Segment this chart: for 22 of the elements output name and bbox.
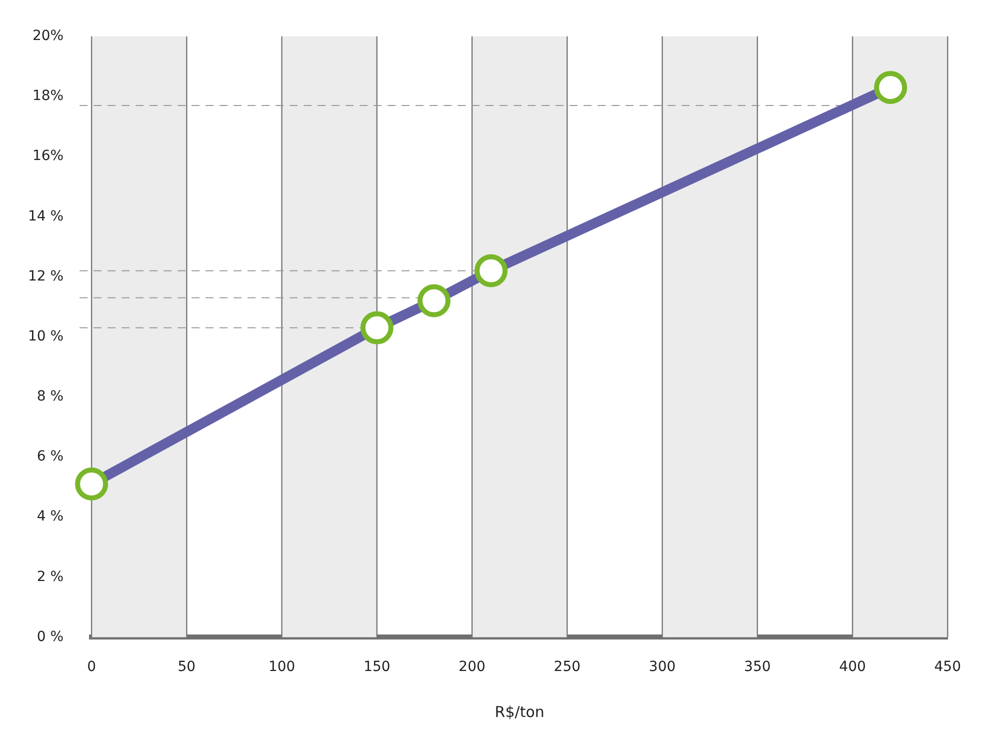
y-tick-label: 2 %: [36, 568, 64, 585]
x-tick-label: 300: [648, 659, 676, 676]
y-tick-label: 14 %: [28, 208, 64, 224]
x-axis-title: R$/ton: [494, 702, 544, 721]
x-tick-label: 0: [87, 659, 96, 676]
x-tick-label: 50: [178, 659, 196, 676]
y-tick-label: 12 %: [28, 268, 64, 284]
y-tick-label: 4 %: [36, 508, 64, 525]
x-tick-label: 100: [268, 659, 296, 676]
y-tick-label: 20%: [32, 28, 64, 44]
y-tick-label: 6 %: [36, 448, 64, 465]
y-tick-label: 8 %: [36, 388, 64, 405]
x-tick-label: 400: [839, 659, 866, 676]
x-tick-label: 250: [554, 659, 581, 676]
x-tick-label: 200: [458, 659, 486, 676]
y-tick-label: 0 %: [36, 628, 64, 645]
y-tick-label: 16%: [32, 148, 64, 164]
x-tick-label: 350: [744, 659, 771, 676]
x-tick-label: 450: [934, 659, 962, 676]
y-tick-label: 18%: [32, 88, 64, 104]
y-tick-label: 10 %: [28, 328, 64, 344]
x-tick-label: 150: [364, 659, 390, 676]
